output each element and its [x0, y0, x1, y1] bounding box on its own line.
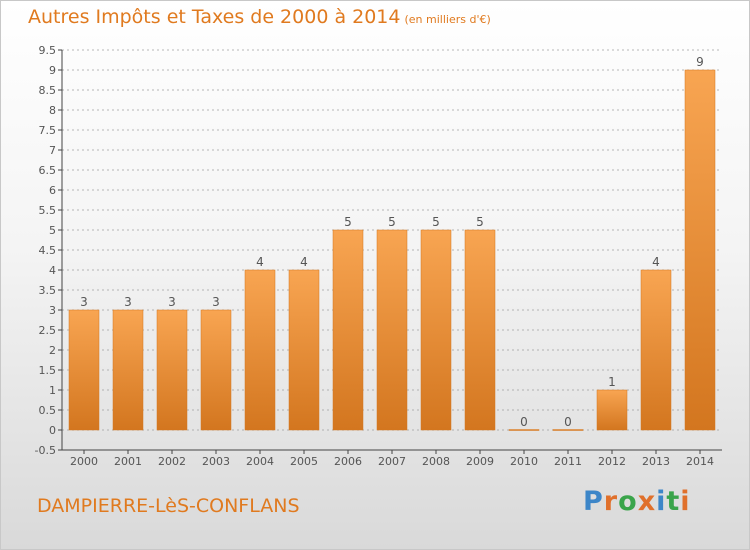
- x-tick-label-2013: 2013: [642, 455, 670, 468]
- logo-letter: r: [603, 486, 619, 517]
- x-tick-label-2012: 2012: [598, 455, 626, 468]
- value-label-2004: 4: [256, 255, 264, 269]
- y-tick-label: 7.5: [39, 124, 57, 137]
- y-tick-label: 4.5: [39, 244, 57, 257]
- unit-note: (en milliers d'€): [404, 13, 491, 26]
- bar-2007: [376, 229, 408, 431]
- bar-2013: [640, 269, 672, 431]
- bar-2004: [244, 269, 276, 431]
- value-label-2014: 9: [696, 55, 704, 69]
- y-tick-label: 4: [49, 264, 56, 277]
- y-tick-label: 6.5: [39, 164, 57, 177]
- bar-2012: [596, 389, 628, 431]
- y-tick-label: 3.5: [39, 284, 57, 297]
- proxiti-logo: Proxiti: [583, 486, 691, 517]
- logo-letter: i: [680, 486, 691, 517]
- logo-letter: t: [666, 486, 681, 517]
- value-label-2007: 5: [388, 215, 396, 229]
- y-tick-label: 5.5: [39, 204, 57, 217]
- logo-letter: o: [618, 486, 638, 517]
- x-tick-label-2006: 2006: [334, 455, 362, 468]
- value-label-2000: 3: [80, 295, 88, 309]
- value-label-2005: 4: [300, 255, 308, 269]
- x-tick-label-2008: 2008: [422, 455, 450, 468]
- y-tick-label: 0.5: [39, 404, 57, 417]
- value-label-2008: 5: [432, 215, 440, 229]
- value-label-2002: 3: [168, 295, 176, 309]
- y-tick-label: 1: [49, 384, 56, 397]
- bar-2001: [112, 309, 144, 431]
- x-tick-label-2001: 2001: [114, 455, 142, 468]
- value-label-2001: 3: [124, 295, 132, 309]
- commune-name: DAMPIERRE-LèS-CONFLANS: [37, 495, 300, 517]
- bar-2006: [332, 229, 364, 431]
- value-label-2012: 1: [608, 375, 616, 389]
- y-tick-label: 6: [49, 184, 56, 197]
- y-tick-label: 2.5: [39, 324, 57, 337]
- y-tick-label: 7: [49, 144, 56, 157]
- logo-letter: i: [656, 486, 667, 517]
- chart-title: Autres Impôts et Taxes de 2000 à 2014 (en…: [28, 6, 491, 28]
- y-tick-label: 1.5: [39, 364, 57, 377]
- bar-2003: [200, 309, 232, 431]
- x-tick-label-2002: 2002: [158, 455, 186, 468]
- value-label-2006: 5: [344, 215, 352, 229]
- x-tick-label-2007: 2007: [378, 455, 406, 468]
- axes: -0.5 0 0.5 1 1.5 2 2.5 3 3.5 4 4.5 5 5.5 6 6.5 7 7.5 8 8.5…: [35, 44, 722, 468]
- bar-2011: [552, 429, 584, 431]
- y-tick-label: 9.5: [39, 44, 57, 57]
- value-label-2009: 5: [476, 215, 484, 229]
- y-tick-label: 8.5: [39, 84, 57, 97]
- bar-2005: [288, 269, 320, 431]
- value-label-2010: 0: [520, 415, 528, 429]
- bars: [68, 69, 716, 431]
- y-tick-label: -0.5: [35, 444, 56, 457]
- y-tick-label: 0: [49, 424, 56, 437]
- value-label-2013: 4: [652, 255, 660, 269]
- x-tick-label-2000: 2000: [70, 455, 98, 468]
- x-tick-label-2009: 2009: [466, 455, 494, 468]
- x-tick-label-2004: 2004: [246, 455, 274, 468]
- y-tick-label: 9: [49, 64, 56, 77]
- value-label-2003: 3: [212, 295, 220, 309]
- bar-2009: [464, 229, 496, 431]
- y-tick-label: 2: [49, 344, 56, 357]
- bar-2000: [68, 309, 100, 431]
- logo-letter: x: [637, 486, 657, 517]
- title-text: Autres Impôts et Taxes de 2000 à 2014: [28, 6, 401, 28]
- value-label-2011: 0: [564, 415, 572, 429]
- y-tick-label: 3: [49, 304, 56, 317]
- bar-2002: [156, 309, 188, 431]
- x-tick-label-2005: 2005: [290, 455, 318, 468]
- x-tick-label-2011: 2011: [554, 455, 582, 468]
- y-tick-label: 8: [49, 104, 56, 117]
- bar-2014: [684, 69, 716, 431]
- x-tick-label-2010: 2010: [510, 455, 538, 468]
- x-tick-label-2003: 2003: [202, 455, 230, 468]
- bar-2010: [508, 429, 540, 431]
- data-labels: 3 3 3 3 4 4 5 5 5 5 0 0 1 4 9: [80, 55, 704, 429]
- y-tick-label: 5: [49, 224, 56, 237]
- logo-letter: P: [583, 486, 604, 517]
- bar-2008: [420, 229, 452, 431]
- x-tick-label-2014: 2014: [686, 455, 714, 468]
